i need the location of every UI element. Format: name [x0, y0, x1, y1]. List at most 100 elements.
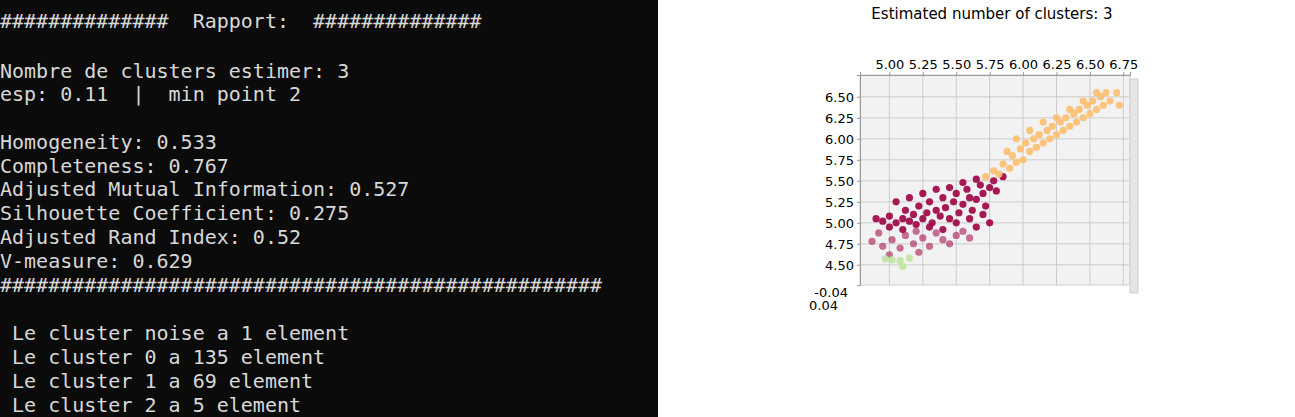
- point: [959, 179, 966, 186]
- tick-label: 6.25: [1043, 57, 1072, 72]
- point: [1066, 106, 1073, 113]
- tick-mark: [956, 72, 957, 75]
- point: [1033, 144, 1040, 151]
- tick-label: 5.25: [909, 57, 938, 72]
- point: [919, 234, 926, 241]
- tick: 6.75: [1109, 57, 1138, 75]
- point: [986, 184, 993, 191]
- point: [1089, 97, 1096, 104]
- point: [1006, 165, 1013, 172]
- grid-line: [922, 75, 923, 285]
- tick: 5.25: [909, 57, 938, 75]
- point: [1026, 148, 1033, 155]
- terminal-line: Le cluster 2 a 5 element: [0, 393, 301, 417]
- point: [1062, 114, 1069, 121]
- point: [868, 238, 875, 245]
- terminal-line: Nombre de clusters estimer: 3: [0, 59, 349, 83]
- point: [1046, 135, 1053, 142]
- tick-mark: [990, 72, 991, 75]
- point: [1022, 139, 1029, 146]
- point: [959, 201, 966, 208]
- point: [1080, 97, 1087, 104]
- grid: [860, 75, 1130, 285]
- point: [939, 226, 946, 233]
- point: [919, 190, 926, 197]
- point: [906, 255, 913, 262]
- point: [973, 223, 980, 230]
- point: [966, 215, 973, 222]
- tick-mark: [857, 223, 860, 224]
- point: [1066, 123, 1073, 130]
- tick: 6.25: [825, 111, 860, 126]
- tick: 6.50: [1076, 57, 1105, 75]
- point: [879, 243, 886, 250]
- point: [939, 236, 946, 243]
- point: [886, 223, 893, 230]
- grid-line: [860, 96, 1130, 97]
- point: [1049, 123, 1056, 130]
- tick: 6.50: [825, 90, 860, 105]
- point: [966, 234, 973, 241]
- point: [950, 198, 957, 205]
- tick-mark: [857, 244, 860, 245]
- chart-background: [658, 0, 1295, 417]
- point: [973, 196, 980, 203]
- point: [906, 194, 913, 201]
- tick-mark: [857, 181, 860, 182]
- terminal-line: ############## Rapport: ##############: [0, 9, 482, 33]
- point: [953, 232, 960, 239]
- point: [906, 218, 913, 225]
- point: [959, 228, 966, 235]
- tick-label: 6.25: [825, 111, 854, 126]
- tick-mark: [923, 72, 924, 75]
- point: [1019, 156, 1026, 163]
- terminal-line: Adjusted Rand Index: 0.52: [0, 225, 301, 249]
- point: [986, 219, 993, 226]
- point: [933, 207, 940, 214]
- point: [993, 187, 1000, 194]
- y-axis: 4.504.755.005.255.505.756.006.256.50: [825, 76, 860, 286]
- terminal-line: Adjusted Mutual Information: 0.527: [0, 177, 409, 201]
- point: [1003, 148, 1010, 155]
- tick-label: 6.50: [825, 90, 854, 105]
- point: [915, 249, 922, 256]
- grid-line: [956, 75, 957, 285]
- point: [888, 236, 895, 243]
- point: [913, 228, 920, 235]
- tick-mark: [857, 97, 860, 98]
- point: [910, 211, 917, 218]
- terminal-line: Silhouette Coefficient: 0.275: [0, 201, 349, 225]
- point: [937, 213, 944, 220]
- point: [892, 198, 899, 205]
- point: [982, 173, 989, 180]
- point: [1013, 135, 1020, 142]
- point: [919, 215, 926, 222]
- tick: 6.25: [1043, 57, 1072, 75]
- tick-mark: [857, 139, 860, 140]
- tick-mark: [1056, 72, 1057, 75]
- pane: [860, 75, 1130, 285]
- point: [995, 171, 1002, 178]
- point: [1036, 131, 1043, 138]
- tick: 5.00: [875, 57, 904, 75]
- tick-mark: [857, 202, 860, 203]
- tick-mark: [857, 160, 860, 161]
- point: [882, 255, 889, 262]
- point: [977, 181, 984, 188]
- point: [886, 213, 893, 220]
- tick-label: 4.50: [825, 258, 854, 273]
- point: [915, 202, 922, 209]
- point: [902, 232, 909, 239]
- point: [1053, 131, 1060, 138]
- tick-label: 4.75: [825, 237, 854, 252]
- point: [979, 190, 986, 197]
- point: [946, 215, 953, 222]
- tick-mark: [889, 72, 890, 75]
- point: [913, 221, 920, 228]
- point: [1102, 89, 1109, 96]
- grid-line: [860, 159, 1130, 160]
- point: [946, 184, 953, 191]
- grid-line: [989, 75, 990, 285]
- point: [1040, 118, 1047, 125]
- point: [910, 240, 917, 247]
